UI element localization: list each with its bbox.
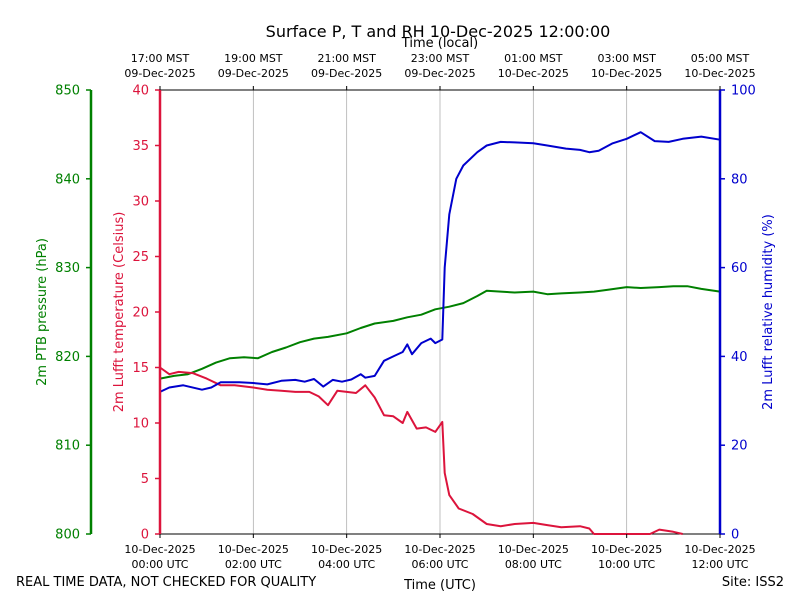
pressure-tick-label: 820 [55,350,80,365]
temperature-tick-label: 40 [132,84,149,99]
x-tick-time: 04:00 UTC [318,558,375,571]
top-tick-time: 23:00 MST [411,52,470,65]
pressure-tick-label: 800 [55,528,80,543]
series-line-temperature [159,366,683,535]
grid-lines [159,90,721,534]
top-tick-date: 10-Dec-2025 [498,67,569,80]
temperature-tick-label: 15 [132,361,149,376]
humidity-tick-label: 40 [731,350,748,365]
top-tick-date: 09-Dec-2025 [311,67,382,80]
x-tick-time: 00:00 UTC [131,558,188,571]
humidity-tick-label: 0 [731,528,739,543]
temperature-tick-label: 35 [132,139,149,154]
top-tick-date: 10-Dec-2025 [684,67,755,80]
pressure-tick-label: 830 [55,261,80,276]
series-layer [159,131,721,535]
humidity-tick-label: 20 [731,439,748,454]
x-tick-date: 10-Dec-2025 [684,543,755,556]
x-tick-time: 08:00 UTC [505,558,562,571]
top-tick-date: 09-Dec-2025 [124,67,195,80]
top-tick-time: 19:00 MST [224,52,283,65]
x-tick-date: 10-Dec-2025 [404,543,475,556]
temperature-tick-label: 0 [141,528,149,543]
pressure-tick-label: 850 [55,84,80,99]
temperature-tick-label: 5 [141,472,149,487]
temperature-tick-label: 30 [132,195,149,210]
x-tick-date: 10-Dec-2025 [124,543,195,556]
x-tick-date: 10-Dec-2025 [218,543,289,556]
series-line-humidity [159,131,721,393]
x-tick-time: 06:00 UTC [411,558,468,571]
top-axis-label: Time (local) [401,36,478,51]
x-tick-labels: 10-Dec-2025 00:00 UTC 10-Dec-2025 02:00 UTC… [124,534,756,571]
top-tick-time: 01:00 MST [504,52,563,65]
top-tick-time: 05:00 MST [691,52,750,65]
pressure-tick-label: 840 [55,172,80,187]
x-tick-date: 10-Dec-2025 [311,543,382,556]
pressure-tick-label: 810 [55,439,80,454]
temperature-tick-label: 20 [132,306,149,321]
x-tick-time: 02:00 UTC [225,558,282,571]
x-axis-label: Time (UTC) [403,578,476,593]
top-tick-labels: 17:00 MST 09-Dec-2025 19:00 MST 09-Dec-2025… [124,52,756,90]
humidity-tick-label: 80 [731,172,748,187]
series-line-pressure [159,285,721,380]
chart-title: Surface P, T and RH 10-Dec-2025 12:00:00 [266,22,611,41]
top-tick-date: 10-Dec-2025 [591,67,662,80]
pressure-axis-title: 2m PTB pressure (hPa) [35,238,50,386]
x-tick-time: 12:00 UTC [691,558,748,571]
top-tick-time: 21:00 MST [317,52,376,65]
x-tick-date: 10-Dec-2025 [498,543,569,556]
humidity-axis-title: 2m Lufft relative humidity (%) [761,214,776,410]
top-tick-time: 17:00 MST [131,52,190,65]
temperature-tick-label: 10 [132,417,149,432]
top-tick-time: 03:00 MST [597,52,656,65]
top-tick-date: 09-Dec-2025 [404,67,475,80]
quality-disclaimer: REAL TIME DATA, NOT CHECKED FOR QUALITY [16,575,317,590]
temperature-axis-title: 2m Lufft temperature (Celsius) [112,212,127,413]
top-tick-date: 09-Dec-2025 [218,67,289,80]
humidity-tick-label: 60 [731,261,748,276]
humidity-tick-label: 100 [731,84,756,99]
x-tick-time: 10:00 UTC [598,558,655,571]
temperature-tick-label: 25 [132,250,149,265]
site-label: Site: ISS2 [721,575,784,590]
x-tick-date: 10-Dec-2025 [591,543,662,556]
